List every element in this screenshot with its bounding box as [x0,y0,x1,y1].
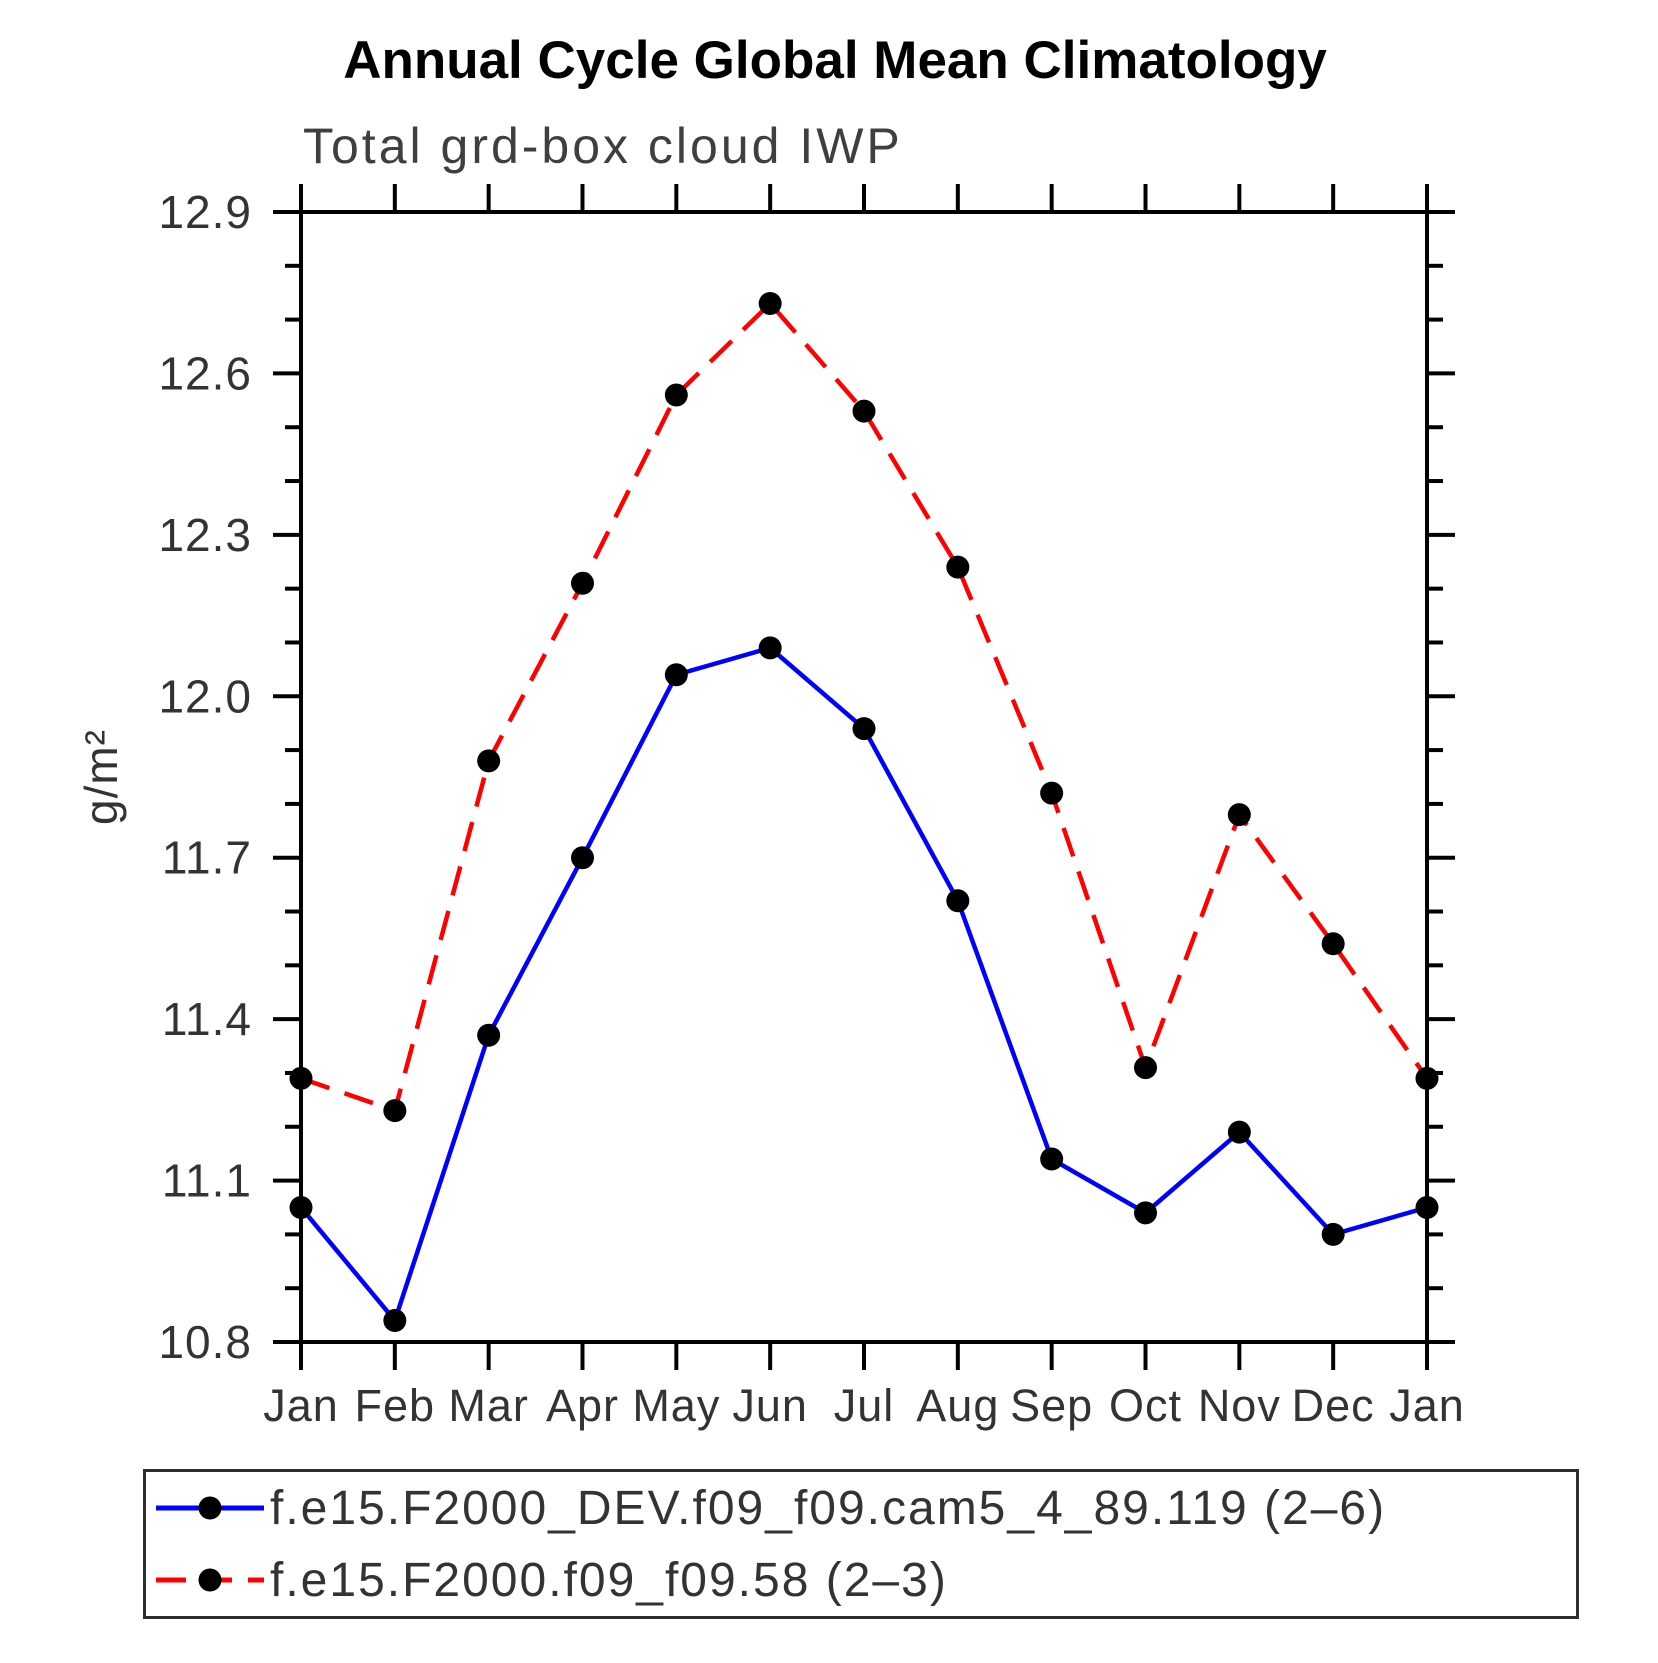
legend-box: f.e15.F2000_DEV.f09_f09.cam5_4_89.119 (2… [143,1469,1579,1619]
data-point-s0-3 [571,846,594,870]
data-point-s0-0 [289,1195,313,1219]
x-tick-label: Aug [916,1380,999,1431]
x-tick-label: Jan [1389,1380,1465,1431]
data-point-s0-7 [946,889,970,913]
plot-frame-group [299,210,1429,1344]
series-line-0 [299,645,1428,1323]
legend-marker-dot [198,1568,222,1592]
x-tick-label: Nov [1198,1380,1281,1431]
data-point-s1-6 [852,399,876,423]
x-tick-labels-group: Jan Feb Mar Apr May Jun Jul Aug Sep Oct Nov Dec Jan [263,1380,1465,1431]
data-point-s0-11 [1321,1222,1345,1246]
x-tick-label: Jun [732,1380,808,1431]
data-point-s1-0 [289,1066,313,1090]
data-point-s0-12 [1415,1195,1439,1219]
data-point-s1-11 [1321,932,1345,956]
data-point-s1-7 [946,555,970,579]
data-point-s1-4 [664,383,688,407]
legend-label-series-0: f.e15.F2000_DEV.f09_f09.cam5_4_89.119 (2… [270,1481,1387,1535]
x-tick-label: Oct [1109,1380,1182,1431]
chart-subtitle: Total grd-box cloud IWP [303,118,903,174]
data-point-s0-9 [1134,1201,1157,1225]
y-axis-label: g/m² [75,729,127,825]
y-tick-label: 12.9 [158,186,252,238]
data-point-s0-8 [1040,1147,1064,1171]
y-tick-label: 12.0 [158,670,252,722]
data-point-s1-1 [383,1099,407,1123]
y-tick-labels-group: 10.8 11.1 11.4 11.7 12.0 12.3 12.6 12.9 [158,186,252,1368]
data-point-s0-10 [1227,1120,1251,1144]
legend-row-series-0: f.e15.F2000_DEV.f09_f09.cam5_4_89.119 (2… [146,1472,1576,1544]
data-point-s1-9 [1134,1056,1157,1080]
legend-row-series-1: f.e15.F2000.f09_f09.58 (2–3) [146,1544,1576,1616]
x-tick-label: Jul [834,1380,895,1431]
x-tick-label: Apr [546,1380,619,1431]
series-line-1 [300,301,1429,1113]
data-point-s1-12 [1415,1066,1439,1090]
data-point-s0-1 [383,1308,407,1332]
data-point-s1-5 [758,291,782,315]
x-tick-label: Jan [263,1380,339,1431]
x-tick-label: Sep [1010,1380,1093,1431]
data-point-s1-2 [477,749,501,773]
x-tick-label: May [632,1380,720,1431]
legend-label-series-1: f.e15.F2000.f09_f09.58 (2–3) [270,1553,948,1607]
y-tick-label: 11.7 [162,832,252,884]
series-group [289,291,1439,1332]
y-tick-label: 12.6 [158,347,252,399]
legend-sample-dashed-line [156,1568,264,1592]
data-point-s1-8 [1040,781,1064,805]
y-tick-label: 11.4 [162,993,252,1045]
x-tick-label: Feb [355,1380,436,1431]
legend-marker-dot [198,1496,222,1520]
data-point-s1-3 [571,571,594,595]
plot-frame [299,210,1429,1344]
data-point-s0-2 [477,1023,501,1047]
y-tick-label: 10.8 [158,1316,252,1368]
legend-sample-solid-line [156,1496,264,1520]
data-point-s1-10 [1227,803,1251,827]
y-tick-label: 12.3 [158,509,252,561]
data-point-s0-5 [758,636,782,660]
data-point-s0-6 [852,717,876,741]
x-tick-label: Mar [448,1380,529,1431]
chart-title: Annual Cycle Global Mean Climatology [343,31,1327,90]
y-tick-label: 11.1 [162,1155,252,1207]
axis-ticks-group [273,184,1455,1370]
data-point-s0-4 [664,663,688,687]
x-tick-label: Dec [1292,1380,1375,1431]
